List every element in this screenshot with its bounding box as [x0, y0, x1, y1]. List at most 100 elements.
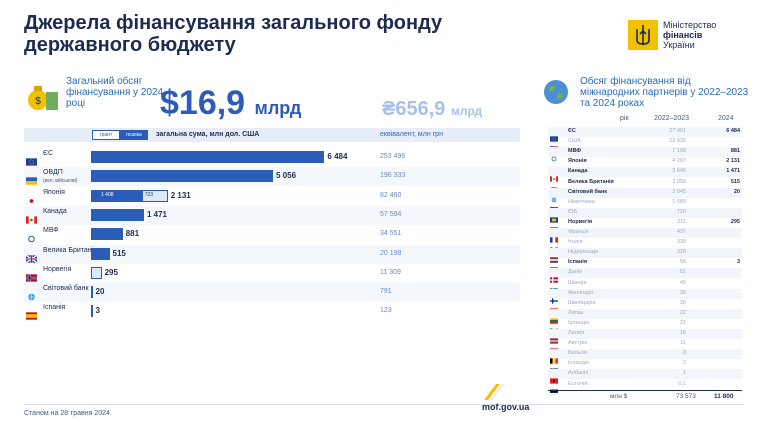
value-2022-2023: 720 [676, 208, 686, 215]
category-label: Канада [43, 207, 67, 215]
chart-row: МВФ 881 34 551 [24, 225, 520, 244]
data-label: 20 [95, 287, 105, 297]
data-label: 295 [104, 267, 118, 277]
value-2022-2023: 330 [676, 239, 686, 246]
data-label: 5 056 [276, 171, 297, 181]
money-bag-icon: $ [24, 78, 60, 114]
flag-icon [26, 153, 37, 166]
trident-icon [628, 20, 658, 50]
uah-equivalent: 11 309 [380, 268, 401, 276]
bar-loan [91, 170, 274, 183]
uah-equivalent: 57 594 [380, 210, 402, 218]
bar-loan [91, 189, 142, 202]
flag-icon [550, 341, 558, 354]
uah-equivalent: 123 [380, 307, 392, 315]
table-row: Швеція 49 [548, 279, 742, 294]
partner-name: Литва [568, 309, 584, 316]
uah-equivalent: 20 198 [380, 249, 402, 257]
flag-icon [550, 281, 558, 294]
flag-icon [550, 321, 558, 334]
table-row: Швейцарія 30 [548, 299, 742, 314]
chart-row: Велика Британія 515 20 198 [24, 244, 520, 264]
summary-label: Загальний обсяг фінансування у 2024 році [66, 76, 164, 109]
value-2024: 3 [736, 259, 740, 266]
flag-icon [26, 307, 37, 321]
flag-icon [550, 190, 558, 202]
value-2024: 881 [730, 148, 740, 155]
partner-name: Австрія [568, 340, 588, 347]
partner-name: США [568, 138, 581, 145]
chart-row: Японія 1 408 723 2 131 82 460 [24, 187, 520, 206]
value-2022-2023: 30 [679, 299, 686, 306]
partner-name: Швейцарія [568, 299, 596, 306]
value-2022-2023: 8 [682, 350, 686, 357]
flag-icon [26, 211, 37, 224]
date-note: Станом на 28 травня 2024 [24, 410, 110, 417]
bar-grant [91, 266, 102, 279]
footer-total-2024: 11 800 [714, 393, 734, 400]
footer-unit: млн $ [610, 393, 628, 400]
table-row: Франція 437 [548, 228, 742, 243]
partner-name: Данія [568, 269, 583, 276]
value-2022-2023: 27 491 [669, 128, 686, 134]
partner-name: Швеція [568, 279, 587, 286]
category-label: Світовий банк [43, 285, 89, 293]
uah-equivalent: 82 460 [380, 191, 402, 199]
value-2022-2023: 49 [679, 279, 686, 286]
flag-icon [550, 260, 558, 273]
value-2022-2023: 16 [679, 330, 686, 336]
chart-header [24, 128, 520, 142]
value-2022-2023: 21 [679, 319, 686, 326]
ministry-logo[interactable]: Міністерство фінансів України [628, 20, 716, 50]
summary-uah: ₴656,9 млрд [382, 98, 483, 120]
partner-name: ЄС [568, 128, 576, 134]
table-row: Норвегія 211 295 [548, 218, 742, 233]
value-2022-2023: 22 [679, 309, 686, 316]
value-2022-2023: 7 168 [672, 148, 686, 155]
bar-grant-label: 723 [144, 191, 154, 198]
value-2022-2023: 36 [679, 289, 686, 296]
table-row: Іспанія 56 3 [548, 258, 742, 273]
ministry-name: Міністерство фінансів України [663, 20, 717, 50]
bar-loan [91, 151, 325, 163]
value-2022-2023: 4 207 [672, 158, 686, 165]
table-row: Канада 3 646 1 471 [548, 167, 742, 183]
data-label: 3 [95, 306, 100, 316]
value-2022-2023: 318 [676, 249, 686, 256]
value-2022-2023: 2 [682, 360, 686, 367]
svg-text:$: $ [35, 96, 41, 107]
value-2024: 295 [730, 218, 740, 225]
flag-icon [25, 250, 38, 263]
table-row: Литва 22 [548, 308, 742, 324]
partner-name: Фінляндія [568, 289, 594, 296]
value-2024: 1 471 [726, 168, 740, 175]
flag-icon [550, 200, 558, 213]
data-label: 6 484 [327, 152, 348, 161]
partner-name: Латвія [568, 330, 585, 336]
footer-total-2022: 73 573 [676, 393, 696, 400]
value-2024: 2 131 [726, 158, 740, 165]
table-row: Албанія 1 [548, 369, 742, 385]
partner-name: МВФ [568, 148, 582, 155]
category-sublabel: (вкл. військові) [43, 178, 78, 185]
table-row: Данія 51 [548, 268, 742, 284]
flag-icon [550, 311, 558, 324]
category-label: ЄС [43, 150, 54, 157]
legend-loan: позика [120, 130, 148, 140]
value-2022-2023: 0,1 [678, 380, 686, 387]
legend-total-label: загальна сума, млн дол. США [156, 131, 260, 138]
flag-icon [549, 180, 559, 193]
uah-equivalent: 34 551 [380, 230, 402, 238]
brand-mark-icon [474, 380, 514, 402]
flag-icon [550, 301, 558, 314]
category-label: Норвегія [43, 265, 72, 273]
site-link[interactable]: mof.gov.ua [482, 402, 530, 412]
flag-icon [550, 270, 558, 284]
value-2022-2023: 2 045 [672, 188, 686, 195]
table-row: МВФ 7 168 881 [548, 147, 742, 162]
partners-table-footer: млн $ 73 573 11 800 [548, 390, 742, 402]
flag-icon [26, 172, 37, 185]
col-year: рік [620, 115, 629, 122]
flag-icon [550, 139, 558, 152]
flag-icon [550, 220, 558, 233]
